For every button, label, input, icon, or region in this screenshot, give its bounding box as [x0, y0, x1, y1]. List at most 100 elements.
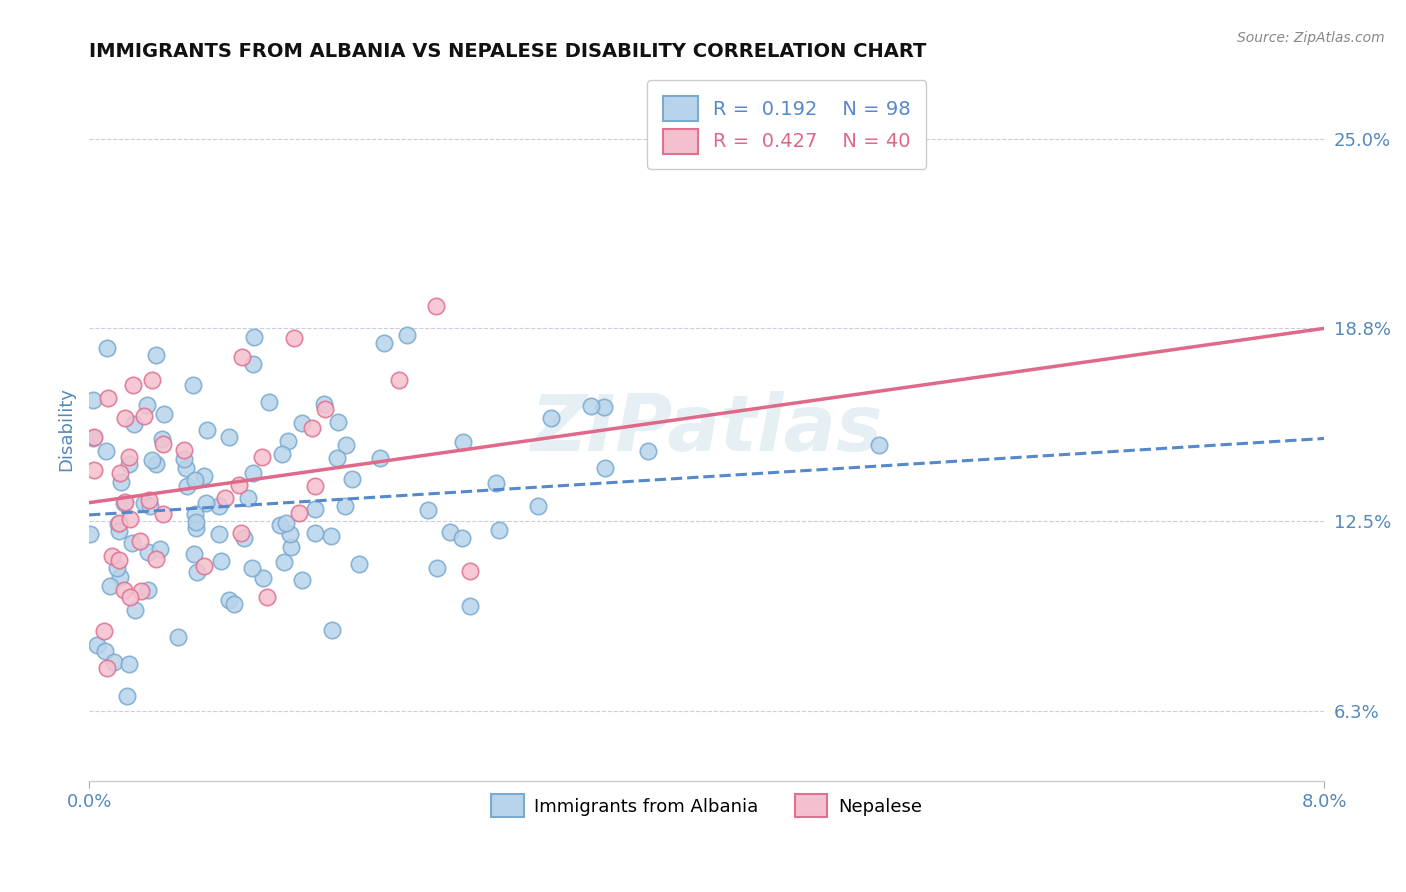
Point: [112, 582, 135, 597]
Point: [342, 472, 364, 486]
Point: [349, 557, 371, 571]
Point: [122, 417, 145, 431]
Point: [184, 515, 207, 529]
Point: [181, 378, 204, 392]
Point: [183, 507, 205, 521]
Point: [110, 475, 132, 489]
Point: [425, 299, 447, 313]
Point: [283, 331, 305, 345]
Point: [257, 395, 280, 409]
Point: [256, 590, 278, 604]
Point: [326, 415, 349, 429]
Point: [291, 573, 314, 587]
Point: [240, 560, 263, 574]
Point: [176, 479, 198, 493]
Point: [370, 450, 392, 465]
Point: [335, 438, 357, 452]
Point: [242, 358, 264, 372]
Point: [103, 655, 125, 669]
Point: [280, 540, 302, 554]
Point: [527, 499, 550, 513]
Point: [416, 503, 439, 517]
Point: [121, 536, 143, 550]
Point: [118, 591, 141, 605]
Point: [326, 451, 349, 466]
Point: [110, 570, 132, 584]
Point: [176, 461, 198, 475]
Point: [97, 391, 120, 405]
Point: [193, 469, 215, 483]
Point: [83, 463, 105, 477]
Point: [98, 579, 121, 593]
Point: [117, 457, 139, 471]
Point: [214, 491, 236, 505]
Point: [233, 531, 256, 545]
Point: [451, 531, 474, 545]
Point: [112, 496, 135, 510]
Text: IMMIGRANTS FROM ALBANIA VS NEPALESE DISABILITY CORRELATION CHART: IMMIGRANTS FROM ALBANIA VS NEPALESE DISA…: [89, 42, 927, 61]
Point: [208, 527, 231, 541]
Point: [439, 525, 461, 540]
Point: [173, 452, 195, 467]
Point: [173, 443, 195, 458]
Point: [82, 431, 104, 445]
Point: [141, 373, 163, 387]
Point: [273, 555, 295, 569]
Point: [107, 516, 129, 531]
Text: ZIPatlas: ZIPatlas: [530, 392, 883, 467]
Point: [218, 430, 240, 444]
Point: [114, 410, 136, 425]
Point: [128, 533, 150, 548]
Point: [136, 545, 159, 559]
Point: [195, 496, 218, 510]
Point: [96, 661, 118, 675]
Point: [593, 400, 616, 414]
Point: [252, 571, 274, 585]
Point: [224, 597, 246, 611]
Point: [458, 599, 481, 614]
Point: [93, 644, 115, 658]
Point: [209, 554, 232, 568]
Point: [278, 527, 301, 541]
Point: [96, 443, 118, 458]
Point: [107, 561, 129, 575]
Point: [118, 512, 141, 526]
Point: [150, 432, 173, 446]
Point: [229, 525, 252, 540]
Point: [579, 399, 602, 413]
Point: [108, 524, 131, 539]
Point: [540, 410, 562, 425]
Point: [145, 348, 167, 362]
Point: [388, 374, 411, 388]
Point: [138, 492, 160, 507]
Point: [451, 434, 474, 449]
Point: [101, 549, 124, 563]
Point: [637, 444, 659, 458]
Point: [314, 401, 336, 416]
Point: [228, 477, 250, 491]
Point: [132, 409, 155, 423]
Point: [114, 495, 136, 509]
Point: [186, 565, 208, 579]
Point: [231, 351, 253, 365]
Point: [152, 507, 174, 521]
Point: [319, 529, 342, 543]
Point: [129, 583, 152, 598]
Point: [242, 466, 264, 480]
Point: [139, 499, 162, 513]
Point: [288, 506, 311, 520]
Point: [269, 518, 291, 533]
Point: [124, 603, 146, 617]
Point: [115, 689, 138, 703]
Point: [136, 398, 159, 412]
Point: [79, 527, 101, 541]
Point: [145, 457, 167, 471]
Point: [141, 453, 163, 467]
Point: [484, 476, 506, 491]
Point: [96, 342, 118, 356]
Point: [186, 521, 208, 535]
Point: [458, 564, 481, 578]
Point: [218, 592, 240, 607]
Point: [373, 336, 395, 351]
Y-axis label: Disability: Disability: [58, 387, 75, 471]
